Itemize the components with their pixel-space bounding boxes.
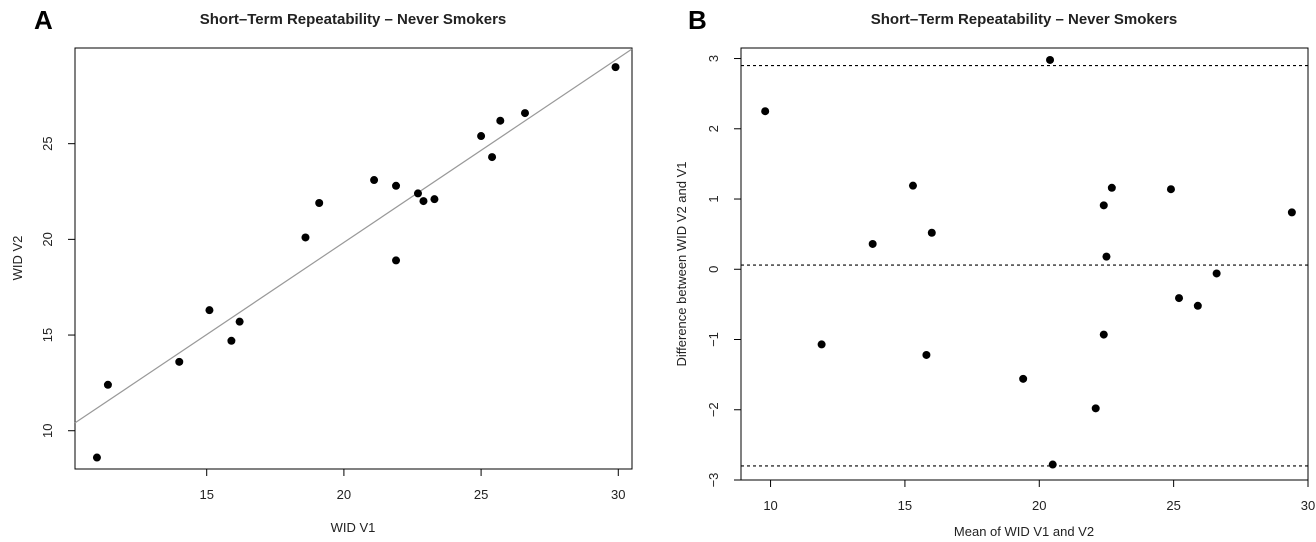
data-point-b [817, 340, 826, 349]
y-tick-label-b: 0 [706, 266, 721, 273]
data-point-b [1107, 183, 1116, 192]
data-point-a [175, 357, 184, 366]
data-point-a [301, 233, 310, 242]
data-point-a [413, 189, 422, 198]
data-point-b [1166, 185, 1175, 194]
axis-ticks-a: 15 20 25 30 10 15 20 25 [40, 136, 626, 502]
x-tick-label-a: 25 [474, 487, 488, 502]
y-tick-label-b: 3 [706, 55, 721, 62]
data-point-b [1212, 269, 1221, 278]
x-tick-label-b: 20 [1032, 498, 1046, 513]
panel-letter-a: A [34, 5, 53, 35]
plot-frame-b [740, 47, 1309, 481]
y-axis-label-b: Difference between WID V2 and V1 [674, 162, 689, 367]
x-tick-label-b: 10 [763, 498, 777, 513]
data-point-b [1091, 404, 1100, 413]
data-point-a [419, 197, 428, 206]
data-point-b [1019, 374, 1028, 383]
x-axis-label-b: Mean of WID V1 and V2 [954, 524, 1094, 539]
identity-line [74, 48, 633, 424]
data-point-a [430, 195, 439, 204]
data-point-b [1175, 294, 1184, 303]
data-point-a [235, 317, 244, 326]
data-point-a [520, 109, 529, 118]
panel-letter-b: B [688, 5, 707, 35]
y-axis-label-a: WID V2 [10, 236, 25, 281]
data-point-b [1046, 55, 1055, 64]
data-point-a [611, 63, 620, 72]
x-tick-label-b: 30 [1301, 498, 1315, 513]
x-axis-label-a: WID V1 [331, 520, 376, 535]
data-point-a [103, 380, 112, 389]
data-point-b [1048, 460, 1057, 469]
data-point-b [1102, 252, 1111, 261]
chart-title-a: Short–Term Repeatability – Never Smokers [200, 11, 507, 28]
data-point-b [922, 350, 931, 359]
y-tick-label-b: −3 [706, 473, 721, 488]
x-tick-label-a: 15 [199, 487, 213, 502]
y-tick-label-a: 10 [40, 423, 55, 437]
data-points-b [761, 55, 1296, 469]
y-tick-label-a: 15 [40, 328, 55, 342]
plot-frame-a [74, 47, 633, 470]
data-point-b [1193, 301, 1202, 310]
data-point-a [392, 181, 401, 190]
y-tick-label-a: 20 [40, 232, 55, 246]
data-point-a [315, 199, 324, 208]
data-point-a [477, 132, 486, 141]
data-points-a [92, 63, 620, 462]
data-point-b [1287, 208, 1296, 217]
y-tick-label-b: −2 [706, 402, 721, 417]
data-point-b [761, 107, 770, 116]
x-tick-label-a: 20 [337, 487, 351, 502]
data-point-a [370, 176, 379, 185]
chart-title-b: Short–Term Repeatability – Never Smokers [871, 11, 1178, 28]
data-point-a [496, 116, 505, 125]
y-tick-label-b: 2 [706, 125, 721, 132]
data-point-b [868, 239, 877, 248]
x-tick-label-b: 15 [898, 498, 912, 513]
data-point-b [908, 181, 917, 190]
data-point-b [927, 228, 936, 237]
reference-lines-b-group [741, 64, 1308, 467]
y-tick-label-a: 25 [40, 136, 55, 150]
x-tick-label-a: 30 [611, 487, 625, 502]
axis-ticks-b: 10 15 20 25 30 −3 −2 −1 0 1 2 3 [706, 55, 1315, 513]
reference-line-a-group [74, 48, 633, 424]
data-point-a [92, 453, 101, 462]
data-point-a [392, 256, 401, 265]
data-point-b [1099, 201, 1108, 210]
y-tick-label-b: −1 [706, 332, 721, 347]
data-point-a [488, 153, 497, 162]
data-point-a [205, 306, 214, 315]
data-point-b [1099, 330, 1108, 339]
x-tick-label-b: 25 [1166, 498, 1180, 513]
data-point-a [227, 336, 236, 345]
y-tick-label-b: 1 [706, 195, 721, 202]
